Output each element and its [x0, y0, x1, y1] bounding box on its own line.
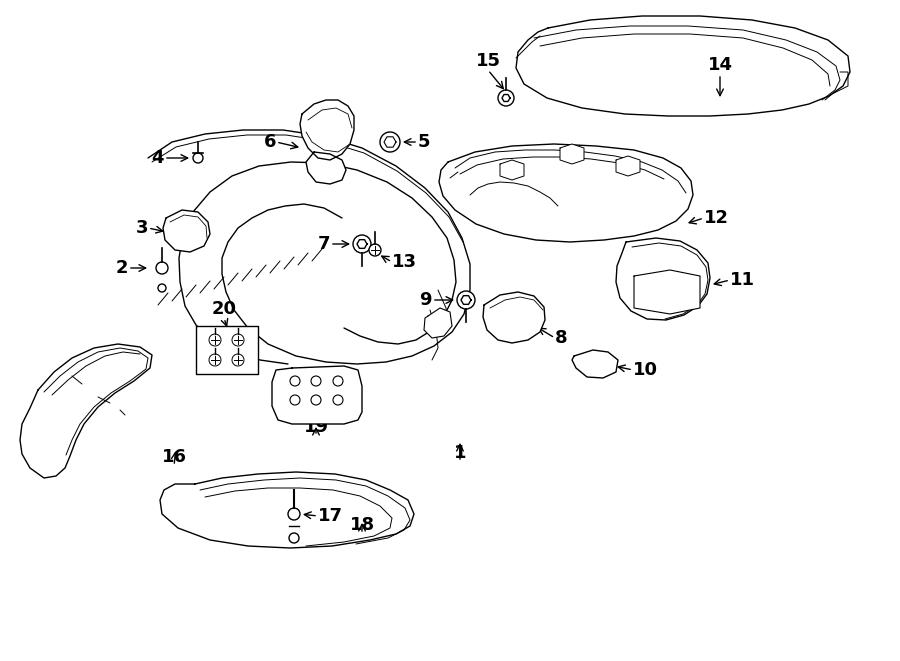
Circle shape	[209, 334, 221, 346]
Text: 16: 16	[161, 448, 186, 466]
Circle shape	[193, 153, 203, 163]
Polygon shape	[306, 152, 346, 184]
Text: 12: 12	[704, 209, 729, 227]
Text: 6: 6	[264, 133, 276, 151]
Polygon shape	[572, 350, 618, 378]
Text: 13: 13	[392, 253, 417, 271]
Polygon shape	[160, 472, 414, 548]
Text: 2: 2	[115, 259, 128, 277]
Polygon shape	[560, 144, 584, 164]
Text: 3: 3	[136, 219, 148, 237]
Polygon shape	[483, 292, 545, 343]
Polygon shape	[300, 100, 354, 160]
Circle shape	[232, 354, 244, 366]
Text: 1: 1	[454, 444, 466, 462]
Text: 15: 15	[475, 52, 500, 70]
Text: 7: 7	[318, 235, 330, 253]
Text: 5: 5	[418, 133, 430, 151]
Circle shape	[232, 334, 244, 346]
Circle shape	[158, 284, 166, 292]
Text: 10: 10	[633, 361, 658, 379]
Polygon shape	[424, 308, 452, 338]
Polygon shape	[616, 156, 640, 176]
Circle shape	[380, 132, 400, 152]
Polygon shape	[272, 366, 362, 424]
Text: 8: 8	[555, 329, 568, 347]
Text: 14: 14	[707, 56, 733, 74]
Circle shape	[353, 235, 371, 253]
Text: 9: 9	[419, 291, 432, 309]
Polygon shape	[634, 270, 700, 314]
Circle shape	[498, 90, 514, 106]
Polygon shape	[439, 144, 693, 242]
Circle shape	[209, 354, 221, 366]
Polygon shape	[196, 326, 258, 374]
Text: 4: 4	[151, 149, 164, 167]
Circle shape	[289, 533, 299, 543]
Text: 20: 20	[212, 300, 237, 318]
Polygon shape	[516, 16, 850, 116]
Text: 19: 19	[303, 418, 328, 436]
Polygon shape	[148, 130, 470, 364]
Circle shape	[156, 262, 168, 274]
Polygon shape	[500, 160, 524, 180]
Polygon shape	[20, 344, 152, 478]
Circle shape	[457, 291, 475, 309]
Circle shape	[369, 244, 381, 256]
Polygon shape	[616, 238, 710, 320]
Circle shape	[288, 508, 300, 520]
Text: 18: 18	[349, 516, 374, 534]
Polygon shape	[163, 210, 210, 252]
Text: 11: 11	[730, 271, 755, 289]
Text: 17: 17	[318, 507, 343, 525]
